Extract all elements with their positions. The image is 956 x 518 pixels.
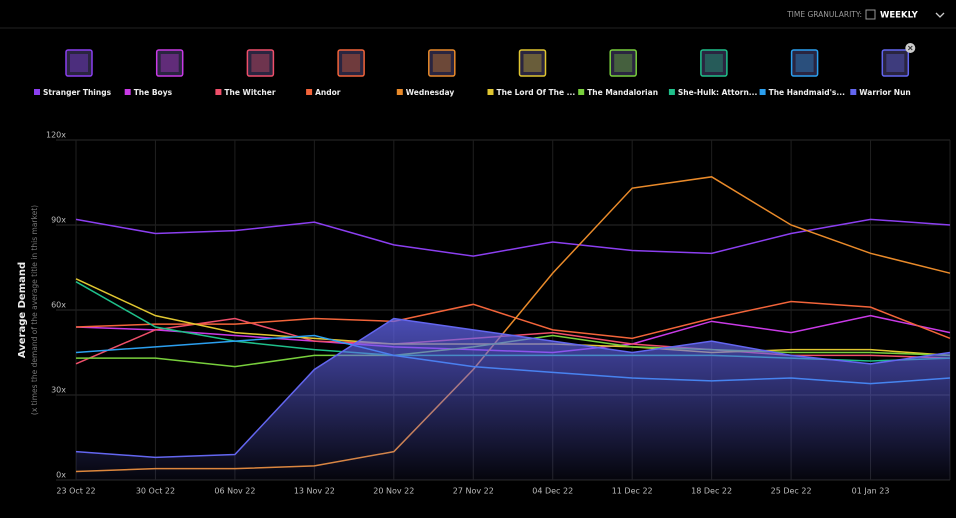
legend-label[interactable]: She-Hulk: Attorn... <box>678 88 758 97</box>
legend-swatch[interactable] <box>124 89 131 95</box>
series-line <box>75 317 951 459</box>
title-thumbnail[interactable] <box>881 49 910 77</box>
legend-swatch[interactable] <box>668 89 675 95</box>
title-thumbnail[interactable] <box>337 49 365 77</box>
series-line <box>75 218 951 257</box>
legend-label[interactable]: The Handmaid's... <box>769 88 845 97</box>
remove-icon <box>907 45 913 51</box>
x-tick-label: 01 Jan 23 <box>852 487 890 496</box>
x-tick-label: 20 Nov 22 <box>373 487 414 496</box>
thumbnail-art <box>795 54 814 72</box>
granularity-label: TIME GRANULARITY: <box>786 10 862 19</box>
x-tick-label: 25 Dec 22 <box>771 487 812 496</box>
legend-swatch[interactable] <box>850 89 857 95</box>
legend-label[interactable]: The Lord Of The ... <box>497 88 576 97</box>
title-thumbnail[interactable] <box>246 49 275 77</box>
title-thumbnail[interactable] <box>790 49 819 77</box>
legend-label[interactable]: The Mandalorian <box>587 88 658 97</box>
x-tick-label: 27 Nov 22 <box>453 487 494 496</box>
x-tick-label: 13 Nov 22 <box>294 487 335 496</box>
title-thumbnail[interactable] <box>518 49 547 77</box>
area <box>76 318 950 480</box>
y-tick-label: 60x <box>51 301 66 310</box>
y-tick-label: 90x <box>51 216 66 225</box>
y-axis-sublabel: (x times the demand of the average title… <box>30 205 39 415</box>
plot: 0x 30x 60x 90x 120x 23 Oct 22 30 Oct 22 06 Nov … <box>46 131 951 496</box>
thumbnail-art <box>704 54 723 72</box>
calendar-icon[interactable] <box>865 9 876 20</box>
x-tick-label: 11 Dec 22 <box>612 487 653 496</box>
legend-swatch[interactable] <box>215 89 222 95</box>
title-thumbnail[interactable] <box>700 49 728 77</box>
x-tick-label: 30 Oct 22 <box>136 487 175 496</box>
y-tick-label: 0x <box>56 471 66 480</box>
granularity-value[interactable]: WEEKLY <box>880 11 919 21</box>
title-thumbnail[interactable] <box>155 49 184 77</box>
legend-label[interactable]: Wednesday <box>406 88 455 97</box>
title-thumbnail[interactable] <box>65 49 93 77</box>
y-tick-label: 30x <box>51 386 66 395</box>
thumbnail-art <box>523 54 542 72</box>
x-tick-label: 04 Dec 22 <box>532 487 573 496</box>
title-thumbnail[interactable] <box>609 49 637 77</box>
y-axis-label: Average Demand <box>17 262 28 358</box>
x-tick-label: 06 Nov 22 <box>214 487 255 496</box>
legend-swatch[interactable] <box>487 89 494 95</box>
legend-swatch[interactable] <box>759 89 766 95</box>
title-thumbnail[interactable] <box>428 49 456 77</box>
thumbnail-art <box>160 54 179 72</box>
legend-label[interactable]: Stranger Things <box>43 88 112 97</box>
legend-swatch[interactable] <box>396 89 403 95</box>
thumbnail-art <box>614 54 633 72</box>
legend-swatch[interactable] <box>306 89 313 95</box>
legend-label[interactable]: Andor <box>315 88 341 97</box>
dropdown-chevron[interactable] <box>935 12 945 18</box>
thumbnail-art <box>70 54 88 72</box>
thumbnail-art <box>432 54 451 72</box>
legend-label[interactable]: The Boys <box>134 88 173 97</box>
legend-label[interactable]: The Witcher <box>224 88 275 97</box>
legend-label[interactable]: Warrior Nun <box>859 88 910 97</box>
y-tick-label: 120x <box>46 131 66 140</box>
legend-swatch[interactable] <box>578 89 585 95</box>
x-tick-label: 23 Oct 22 <box>56 487 95 496</box>
series-line <box>75 300 951 340</box>
thumbnail-art <box>251 54 270 72</box>
thumbnail-art <box>886 54 905 72</box>
thumbnail-art <box>342 54 361 72</box>
x-tick-label: 18 Dec 22 <box>691 487 732 496</box>
legend-swatch[interactable] <box>34 89 40 95</box>
